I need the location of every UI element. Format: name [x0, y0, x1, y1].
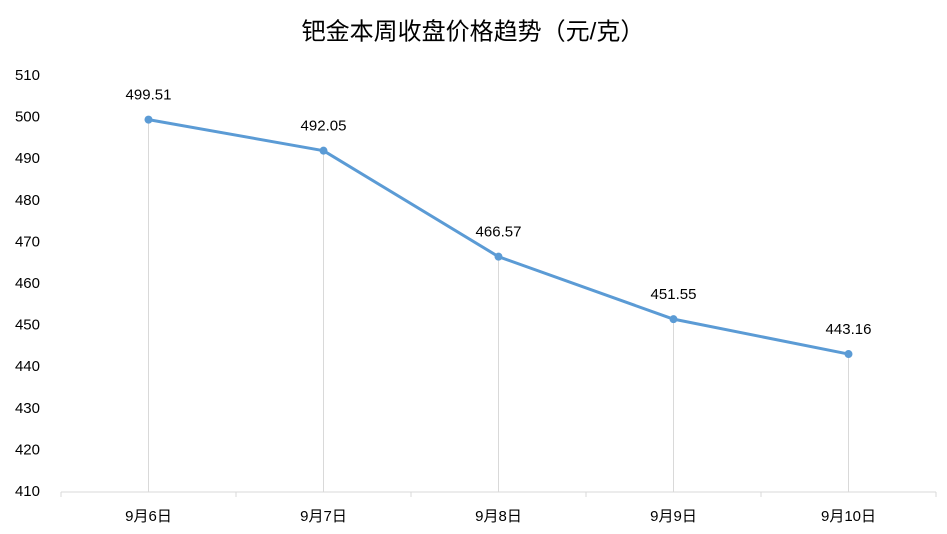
- y-tick-label: 420: [15, 441, 40, 458]
- data-label: 492.05: [301, 118, 347, 135]
- chart-title: 钯金本周收盘价格趋势（元/克）: [302, 18, 645, 45]
- y-tick-label: 490: [15, 150, 40, 167]
- data-label: 451.55: [651, 286, 697, 303]
- y-tick-label: 500: [15, 109, 40, 126]
- data-point: [669, 315, 678, 324]
- data-point: [144, 115, 153, 124]
- data-point: [319, 146, 328, 155]
- data-label: 443.16: [826, 321, 872, 338]
- data-point: [494, 252, 503, 261]
- x-tick-label: 9月7日: [300, 508, 347, 525]
- data-point: [844, 350, 853, 359]
- y-tick-label: 510: [15, 67, 40, 84]
- data-label: 499.51: [126, 87, 172, 104]
- y-tick-label: 450: [15, 317, 40, 334]
- y-tick-label: 430: [15, 400, 40, 417]
- y-tick-label: 440: [15, 358, 40, 375]
- y-tick-label: 470: [15, 233, 40, 250]
- x-tick-label: 9月6日: [125, 508, 172, 525]
- data-label: 466.57: [476, 224, 522, 241]
- y-tick-label: 460: [15, 275, 40, 292]
- y-tick-label: 480: [15, 192, 40, 209]
- y-tick-label: 410: [15, 483, 40, 500]
- x-tick-label: 9月9日: [650, 508, 697, 525]
- x-tick-label: 9月10日: [821, 508, 876, 525]
- x-tick-label: 9月8日: [475, 508, 522, 525]
